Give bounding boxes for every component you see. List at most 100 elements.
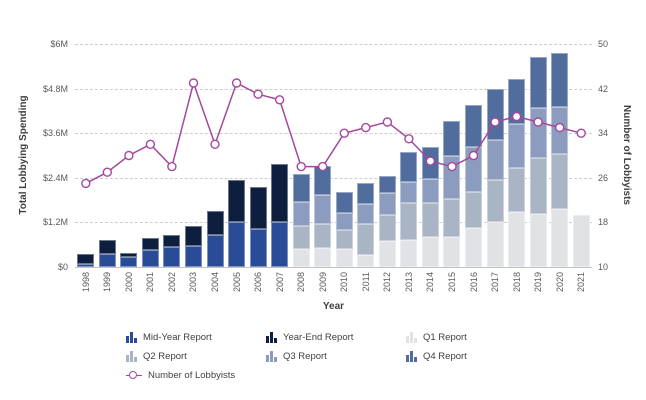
x-tick-2000: 2000 [123,272,134,293]
bar-series-icon [126,331,137,343]
bar-2020-q4-report [551,52,569,107]
lobbyists-marker-2004 [210,139,220,150]
bar-2011-q1-report [357,255,375,267]
x-tick-2004: 2004 [210,272,221,293]
x-tick-2001: 2001 [145,272,156,293]
bar-2004-year-end-report [206,211,224,236]
lobbyists-marker-2005 [231,78,242,88]
x-tick-2016: 2016 [468,272,479,293]
bar-2001-mid-year-report [141,250,159,267]
bar-1999-mid-year-report [98,253,116,267]
bar-2004-mid-year-report [206,235,224,267]
x-tick-2012: 2012 [382,272,393,293]
right-axis-title: Number of Lobbyists [621,104,632,205]
bar-2009-q3-report [314,194,332,224]
bar-2008-q4-report [292,173,310,202]
legend-item-q2-report[interactable]: Q2 Report [126,349,266,363]
lobbyists-marker-2000 [124,150,134,161]
bar-2013-q2-report [400,203,418,240]
bar-2019-q4-report [529,56,547,108]
bar-series-icon [406,331,417,343]
x-tick-1999: 1999 [102,272,113,293]
x-axis-title: Year [322,301,345,312]
bar-2012-q3-report [378,193,396,215]
y-tick-left-$1.2M: $1.2M [42,217,68,228]
x-tick-2009: 2009 [317,272,328,293]
bar-series-icon [266,331,277,343]
bar-2012-q1-report [378,240,396,267]
x-tick-2007: 2007 [274,272,285,293]
bar-2017-q1-report [486,222,504,267]
y-tick-left-$2.4M: $2.4M [42,172,68,183]
plot-area [75,44,592,268]
x-tick-2011: 2011 [360,272,371,292]
bar-2005-year-end-report [228,179,246,223]
bar-2018-q3-report [508,124,526,168]
bar-2012-q4-report [378,175,396,194]
bar-2018-q2-report [508,167,526,213]
bar-2009-q2-report [314,223,332,249]
lobbyists-marker-2013 [404,134,414,144]
bar-series-icon [126,350,137,362]
x-tick-2017: 2017 [490,272,501,293]
bar-2010-q2-report [335,229,353,249]
bar-2017-q4-report [486,88,504,140]
legend-item-q1-report[interactable]: Q1 Report [406,330,556,344]
lobbyists-marker-2001 [145,139,156,150]
lobbyists-marker-2007 [274,95,285,105]
y-tick-left-$3.6M: $3.6M [42,128,68,139]
bar-2014-q2-report [421,202,439,238]
x-tick-2015: 2015 [446,272,457,293]
legend-label: Number of Lobbyists [148,369,236,381]
bar-2010-q1-report [335,248,353,267]
bar-1999-year-end-report [98,240,116,254]
bar-2000-mid-year-report [120,256,138,267]
legend-item-mid-year-report[interactable]: Mid-Year Report [126,330,266,344]
lobbyists-marker-2008 [296,161,306,172]
x-tick-2003: 2003 [188,272,199,293]
bar-2015-q4-report [443,120,461,157]
bar-2009-q4-report [314,166,332,195]
bar-2011-q4-report [357,182,375,205]
lobbyists-marker-1998 [81,178,91,189]
bar-2019-q2-report [529,158,547,214]
bar-2011-q2-report [357,223,375,256]
x-tick-2002: 2002 [166,272,177,293]
bar-2017-q3-report [486,139,504,180]
bar-2001-year-end-report [141,238,159,251]
legend-item-number-of-lobbyists[interactable]: Number of Lobbyists [126,368,266,382]
legend-item-q3-report[interactable]: Q3 Report [266,349,406,363]
bar-1998-mid-year-report [77,264,95,267]
lobbyists-marker-2011 [361,122,371,133]
bar-2013-q1-report [400,239,418,267]
bar-2008-q1-report [292,249,310,267]
lobbyists-marker-2012 [382,117,393,127]
bar-2015-q1-report [443,236,461,267]
y-tick-right-50: 50 [598,39,609,49]
x-tick-2020: 2020 [554,272,565,293]
bar-2016-q2-report [465,191,483,229]
y-tick-right-34: 34 [598,128,609,139]
bar-2006-year-end-report [249,186,267,230]
line-series-icon [126,370,142,381]
bar-2012-q2-report [378,214,396,241]
legend-item-q4-report[interactable]: Q4 Report [406,349,556,363]
bar-2015-q2-report [443,198,461,237]
bar-2014-q4-report [421,147,439,180]
bar-2011-q3-report [357,204,375,224]
y-tick-right-26: 26 [598,172,609,183]
y-tick-right-18: 18 [598,217,609,228]
x-tick-2018: 2018 [511,272,522,293]
bar-2016-q4-report [465,104,483,148]
legend: Mid-Year Report Year-End Report Q1 Report Q… [126,330,556,382]
bar-2013-q4-report [400,152,418,182]
x-tick-2014: 2014 [425,272,436,293]
legend-label: Mid-Year Report [143,331,212,343]
legend-item-year-end-report[interactable]: Year-End Report [266,330,406,344]
bar-2020-q1-report [551,209,569,267]
x-tick-2013: 2013 [403,272,414,293]
gridline-$0 [75,267,592,268]
bar-2018-q1-report [508,212,526,267]
x-tick-2006: 2006 [253,272,264,293]
legend-label: Year-End Report [283,331,354,343]
